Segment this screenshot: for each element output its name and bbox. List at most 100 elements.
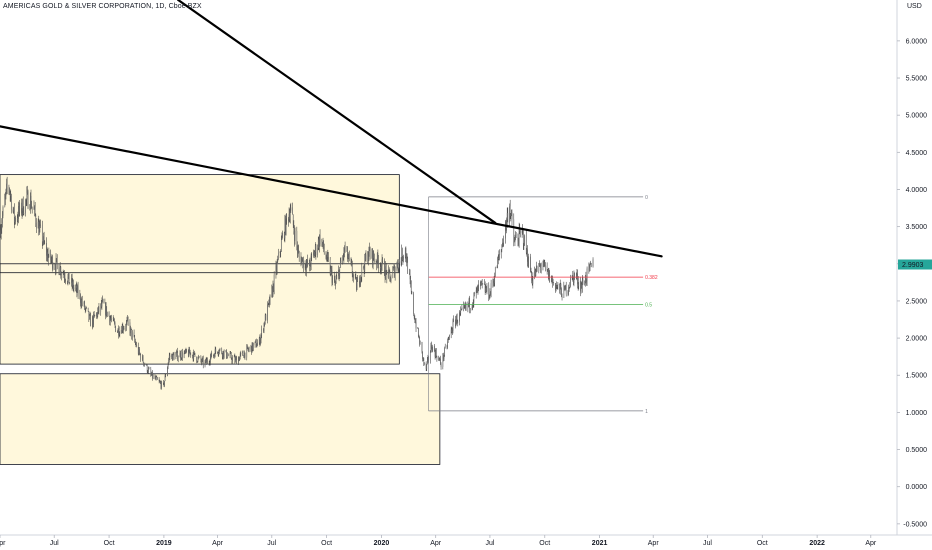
candle-body <box>517 237 519 242</box>
candle-body <box>277 253 279 260</box>
candle-body <box>16 217 18 222</box>
candle-body <box>222 351 224 357</box>
trendline[interactable] <box>177 0 497 225</box>
candle-body <box>267 303 269 305</box>
candle-body <box>326 253 328 261</box>
candle-body <box>360 276 362 278</box>
zone-rectangle[interactable] <box>0 263 400 274</box>
time-tick-label: 2020 <box>374 540 390 547</box>
candle-body <box>209 362 211 364</box>
candle-body <box>456 315 457 321</box>
candle-body <box>385 266 386 279</box>
candle-body <box>335 282 336 285</box>
candle-body <box>268 300 270 304</box>
candle-body <box>289 214 291 220</box>
candle-body <box>561 288 562 297</box>
candle-body <box>379 266 381 269</box>
fibonacci-retracement[interactable]: 0 0.382 0.5 1 <box>428 195 658 415</box>
candle-body <box>543 261 544 267</box>
candle-body <box>398 260 400 262</box>
candle-body <box>54 266 56 268</box>
candle-body <box>539 264 540 266</box>
candle-body <box>18 206 20 212</box>
candle-body <box>26 192 28 200</box>
candle-body <box>81 299 83 304</box>
candle-body <box>446 346 448 348</box>
candle-body <box>172 352 174 361</box>
candle-body <box>188 348 190 357</box>
candle-body <box>539 264 541 266</box>
candle-body <box>207 359 208 363</box>
candle-body <box>167 367 168 377</box>
candle-body <box>317 239 319 249</box>
candle-body <box>354 274 356 276</box>
candle-body <box>129 322 131 334</box>
trendline[interactable] <box>0 125 663 258</box>
price-tick-label: 3.5000 <box>906 224 928 231</box>
candle-body <box>292 207 293 215</box>
candle-body <box>242 351 243 353</box>
candle-body <box>283 233 285 239</box>
candle-body <box>223 351 225 357</box>
candle-body <box>238 357 240 361</box>
candle-body <box>577 284 579 287</box>
candle-body <box>486 284 488 292</box>
candle-body <box>561 296 563 298</box>
candle-body <box>36 223 37 229</box>
candle-body <box>569 286 571 288</box>
candle-body <box>198 357 199 358</box>
currency-label: USD <box>907 3 922 10</box>
time-axis[interactable]: Apr Jul Oct 2019 Apr Jul Oct 2020 Apr Jul Oct 2021 A… <box>0 535 877 547</box>
candle-body <box>55 267 56 271</box>
time-tick-label: Apr <box>430 540 442 547</box>
candle-body <box>69 282 71 284</box>
candle-body <box>34 206 35 210</box>
candle-body <box>5 195 6 199</box>
candle-body <box>464 306 466 308</box>
candle-body <box>243 355 245 358</box>
candle-body <box>505 221 506 239</box>
candle-body <box>127 317 129 323</box>
price-tick-label: 1.5000 <box>906 373 928 380</box>
candle-body <box>135 343 137 347</box>
candle-body <box>211 352 212 358</box>
candle-body <box>310 265 311 268</box>
candle-body <box>475 290 477 294</box>
candle-body <box>451 329 453 333</box>
candle-body <box>267 304 268 321</box>
candle-body <box>105 306 107 316</box>
candle-body <box>60 267 62 276</box>
candle-body <box>576 273 578 277</box>
candle-body <box>161 381 162 388</box>
candle-body <box>461 307 463 310</box>
price-tick-label: 0.5000 <box>906 447 928 454</box>
candle-body <box>232 357 233 362</box>
candle-body <box>570 278 571 287</box>
candle-body <box>424 362 425 364</box>
candle-body <box>73 287 75 289</box>
candle-body <box>239 354 241 357</box>
candle-body <box>308 260 310 266</box>
candle-body <box>22 199 23 211</box>
candle-body <box>233 356 235 358</box>
candle-body <box>255 340 257 348</box>
candle-body <box>525 235 527 253</box>
zone-rectangle[interactable] <box>0 373 441 465</box>
candle-body <box>30 195 32 208</box>
candle-body <box>242 351 244 356</box>
candle-body <box>115 325 116 332</box>
candle-body <box>102 299 103 301</box>
candle-body <box>296 230 298 246</box>
candle-body <box>435 350 437 357</box>
candle-body <box>447 341 448 347</box>
candle-body <box>51 256 53 260</box>
zone-rectangle[interactable] <box>0 174 400 365</box>
candle-body <box>43 236 44 243</box>
candle-body <box>47 256 49 262</box>
candle-body <box>375 261 377 263</box>
time-tick-label: 2021 <box>592 540 608 547</box>
candle-body <box>342 256 344 263</box>
candle-body <box>456 315 458 324</box>
candle-body <box>285 218 286 234</box>
